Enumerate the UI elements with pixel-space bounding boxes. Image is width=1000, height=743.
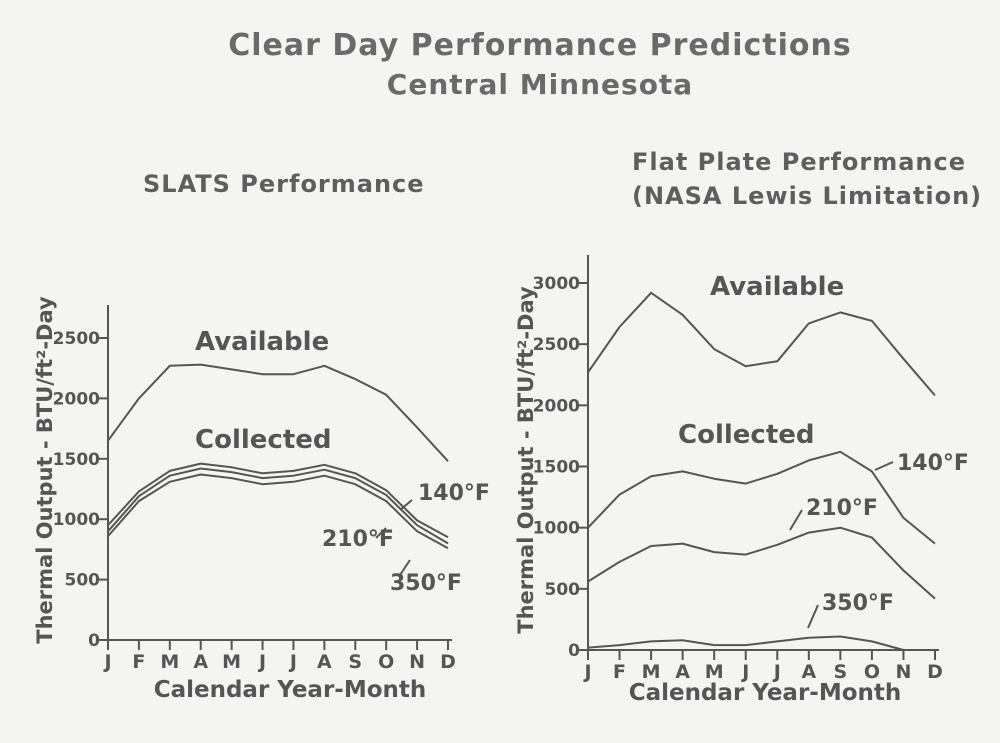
chart1-y-tick-label: 500 xyxy=(545,580,581,600)
page-title: Clear Day Performance Predictions xyxy=(228,28,852,63)
chart1-x-tick-label: A xyxy=(801,661,816,683)
slats-chart-title: SLATS Performance xyxy=(143,170,425,198)
chart0-series-line-1 xyxy=(107,462,449,539)
chart1-x-tick-label: F xyxy=(613,661,626,683)
chart0-x-tick-label: M xyxy=(160,651,179,673)
chart0-y-tick-label: 0 xyxy=(88,631,100,651)
chart0-y-tick-label: 2500 xyxy=(53,329,100,349)
chart1-annotation: 140°F xyxy=(897,451,969,476)
chart0-x-tick-label: O xyxy=(378,651,394,673)
chart0-x-tick-label: S xyxy=(348,651,362,673)
chart0-x-tick-label: A xyxy=(317,651,332,673)
chart0-x-tick-label: F xyxy=(132,651,145,673)
chart1-series-line-1 xyxy=(587,450,936,545)
chart0-x-tick-label: N xyxy=(409,651,425,673)
chart0-x-axis-label: Calendar Year-Month xyxy=(154,677,427,703)
chart1-x-tick-label: S xyxy=(834,661,848,683)
chart1-x-axis-label: Calendar Year-Month xyxy=(629,680,902,706)
chart0-y-axis-label: Thermal Output - BTU/ft²-Day xyxy=(33,296,57,644)
chart1-series-line-2 xyxy=(587,526,936,600)
chart0-leader-line xyxy=(375,527,387,539)
chart0-annotation: 140°F xyxy=(418,481,490,506)
chart0-x-tick-label: M xyxy=(222,651,241,673)
chart1-x-tick-label: J xyxy=(582,661,591,683)
chart1-leader-line xyxy=(807,604,819,629)
chart0-annotation: Collected xyxy=(195,425,332,455)
chart1-x-tick-label: M xyxy=(705,661,724,683)
chart1-y-axis-label: Thermal Output - BTU/ft²-Day xyxy=(514,286,538,634)
chart1-x-tick-label: J xyxy=(772,661,781,683)
chart1-x-tick-label: A xyxy=(675,661,690,683)
flat-plate-chart-title: Flat Plate Performance xyxy=(632,148,967,176)
chart1-y-tick-label: 1000 xyxy=(533,519,580,539)
chart1-leader-line xyxy=(874,461,894,471)
page-subtitle: Central Minnesota xyxy=(386,68,694,101)
chart0-x-tick-label: A xyxy=(193,651,208,673)
chart1-y-tick-label: 2500 xyxy=(533,335,580,355)
chart1-leader-line xyxy=(789,509,803,531)
chart0-annotation: Available xyxy=(195,327,329,357)
chart0-x-tick-label: J xyxy=(288,651,297,673)
chart1-x-tick-label: M xyxy=(642,661,661,683)
chart0-series-line-3 xyxy=(107,473,449,550)
chart0-y-tick-label: 1000 xyxy=(53,510,100,530)
chart1-x-tick-label: O xyxy=(864,661,880,683)
chart1-x-tick-label: D xyxy=(927,661,943,683)
chart1-x-tick-label: J xyxy=(740,661,749,683)
flat-plate-chart-subtitle: (NASA Lewis Limitation) xyxy=(632,182,983,210)
chart1-series-line-3 xyxy=(587,635,935,651)
chart1-y-tick-label: 1500 xyxy=(533,458,580,478)
chart1-y-tick-label: 2000 xyxy=(533,396,580,416)
chart0-y-tick-label: 2000 xyxy=(53,389,100,409)
chart1-annotation: Collected xyxy=(678,420,815,450)
chart1-annotation: 210°F xyxy=(806,496,878,521)
chart0-series-line-0 xyxy=(107,363,449,462)
chart1-y-tick-label: 0 xyxy=(568,641,580,661)
chart0-x-tick-label: D xyxy=(440,651,456,673)
chart0-leader-line xyxy=(399,499,413,511)
chart1-series-line-0 xyxy=(587,291,936,397)
chart0-series-line-2 xyxy=(107,467,449,545)
chart0-x-tick-label: J xyxy=(257,651,266,673)
chart1-annotation: 350°F xyxy=(822,591,894,616)
chart1-annotation: Available xyxy=(710,272,844,302)
chart0-y-tick-label: 1500 xyxy=(53,450,100,470)
chart1-x-tick-label: N xyxy=(896,661,912,683)
chart0-annotation: 350°F xyxy=(390,571,462,596)
chart0-leader-line xyxy=(399,559,411,576)
chart0-x-tick-label: J xyxy=(102,651,111,673)
chart1-y-tick-label: 3000 xyxy=(533,274,580,294)
chart0-y-tick-label: 500 xyxy=(65,571,101,591)
